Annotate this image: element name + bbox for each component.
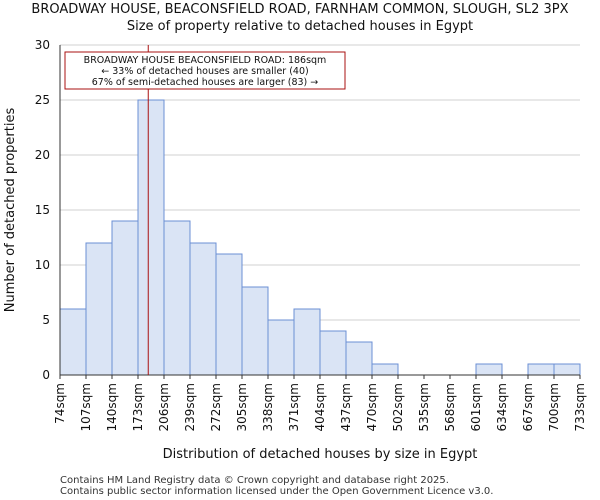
x-tick-label: 239sqm xyxy=(183,383,197,431)
x-tick-label: 568sqm xyxy=(443,383,457,431)
histogram-bar xyxy=(293,308,321,376)
histogram-bar xyxy=(553,363,581,376)
y-tick-label: 5 xyxy=(42,313,50,327)
x-tick-label: 206sqm xyxy=(157,383,171,431)
y-tick-label: 10 xyxy=(35,258,50,272)
x-tick-label: 272sqm xyxy=(209,383,223,431)
histogram-bar xyxy=(241,286,269,376)
x-tick-label: 733sqm xyxy=(573,383,587,431)
x-tick-label: 338sqm xyxy=(261,383,275,431)
y-axis-title: Number of detached properties xyxy=(3,108,18,313)
annotation-line-1: BROADWAY HOUSE BEACONSFIELD ROAD: 186sqm xyxy=(84,55,327,66)
x-tick-label: 173sqm xyxy=(131,383,145,431)
x-tick-label: 700sqm xyxy=(547,383,561,431)
footer-line-2: Contains public sector information licen… xyxy=(60,486,494,497)
x-tick-label: 107sqm xyxy=(79,383,93,431)
histogram-bar xyxy=(111,220,139,376)
x-tick-label: 634sqm xyxy=(495,383,509,431)
x-axis-title: Distribution of detached houses by size … xyxy=(163,447,478,462)
annotation-box xyxy=(64,51,346,90)
histogram-bar xyxy=(371,363,399,376)
histogram-chart: 0 5 10 15 20 25 30 74sqm 107sqm 140sqm 173sqm 206sq… xyxy=(3,38,587,462)
x-tick-label: 601sqm xyxy=(469,383,483,431)
x-tick-label: 140sqm xyxy=(105,383,119,431)
histogram-bar xyxy=(319,330,347,376)
x-tick-label: 74sqm xyxy=(53,383,67,424)
y-tick-label: 30 xyxy=(35,38,50,52)
histogram-bar xyxy=(215,253,243,376)
histogram-bar xyxy=(137,99,165,376)
histogram-bar xyxy=(527,363,555,376)
x-tick-label: 535sqm xyxy=(417,383,431,431)
x-tick-label: 404sqm xyxy=(313,383,327,431)
x-tick-label: 305sqm xyxy=(235,383,249,431)
y-tick-label: 0 xyxy=(42,368,50,382)
y-tick-label: 25 xyxy=(35,93,50,107)
histogram-bar xyxy=(59,308,87,376)
annotation-line-2: ← 33% of detached houses are smaller (40… xyxy=(101,66,308,77)
chart-subtitle: Size of property relative to detached ho… xyxy=(126,19,474,34)
footer-line-1: Contains HM Land Registry data © Crown c… xyxy=(60,475,449,486)
histogram-bar xyxy=(163,220,191,376)
histogram-bar xyxy=(85,242,113,376)
x-tick-label: 502sqm xyxy=(391,383,405,431)
histogram-bar xyxy=(345,341,373,376)
histogram-bar xyxy=(189,242,217,376)
annotation-line-3: 67% of semi-detached houses are larger (… xyxy=(92,77,319,88)
y-tick-label: 15 xyxy=(35,203,50,217)
histogram-bar xyxy=(475,363,503,376)
y-tick-label: 20 xyxy=(35,148,50,162)
chart-title: BROADWAY HOUSE, BEACONSFIELD ROAD, FARNH… xyxy=(31,2,569,17)
x-tick-label: 667sqm xyxy=(521,383,535,431)
histogram-bar xyxy=(267,319,295,376)
x-tick-label: 437sqm xyxy=(339,383,353,431)
x-tick-label: 371sqm xyxy=(287,383,301,431)
x-tick-label: 470sqm xyxy=(365,383,379,431)
